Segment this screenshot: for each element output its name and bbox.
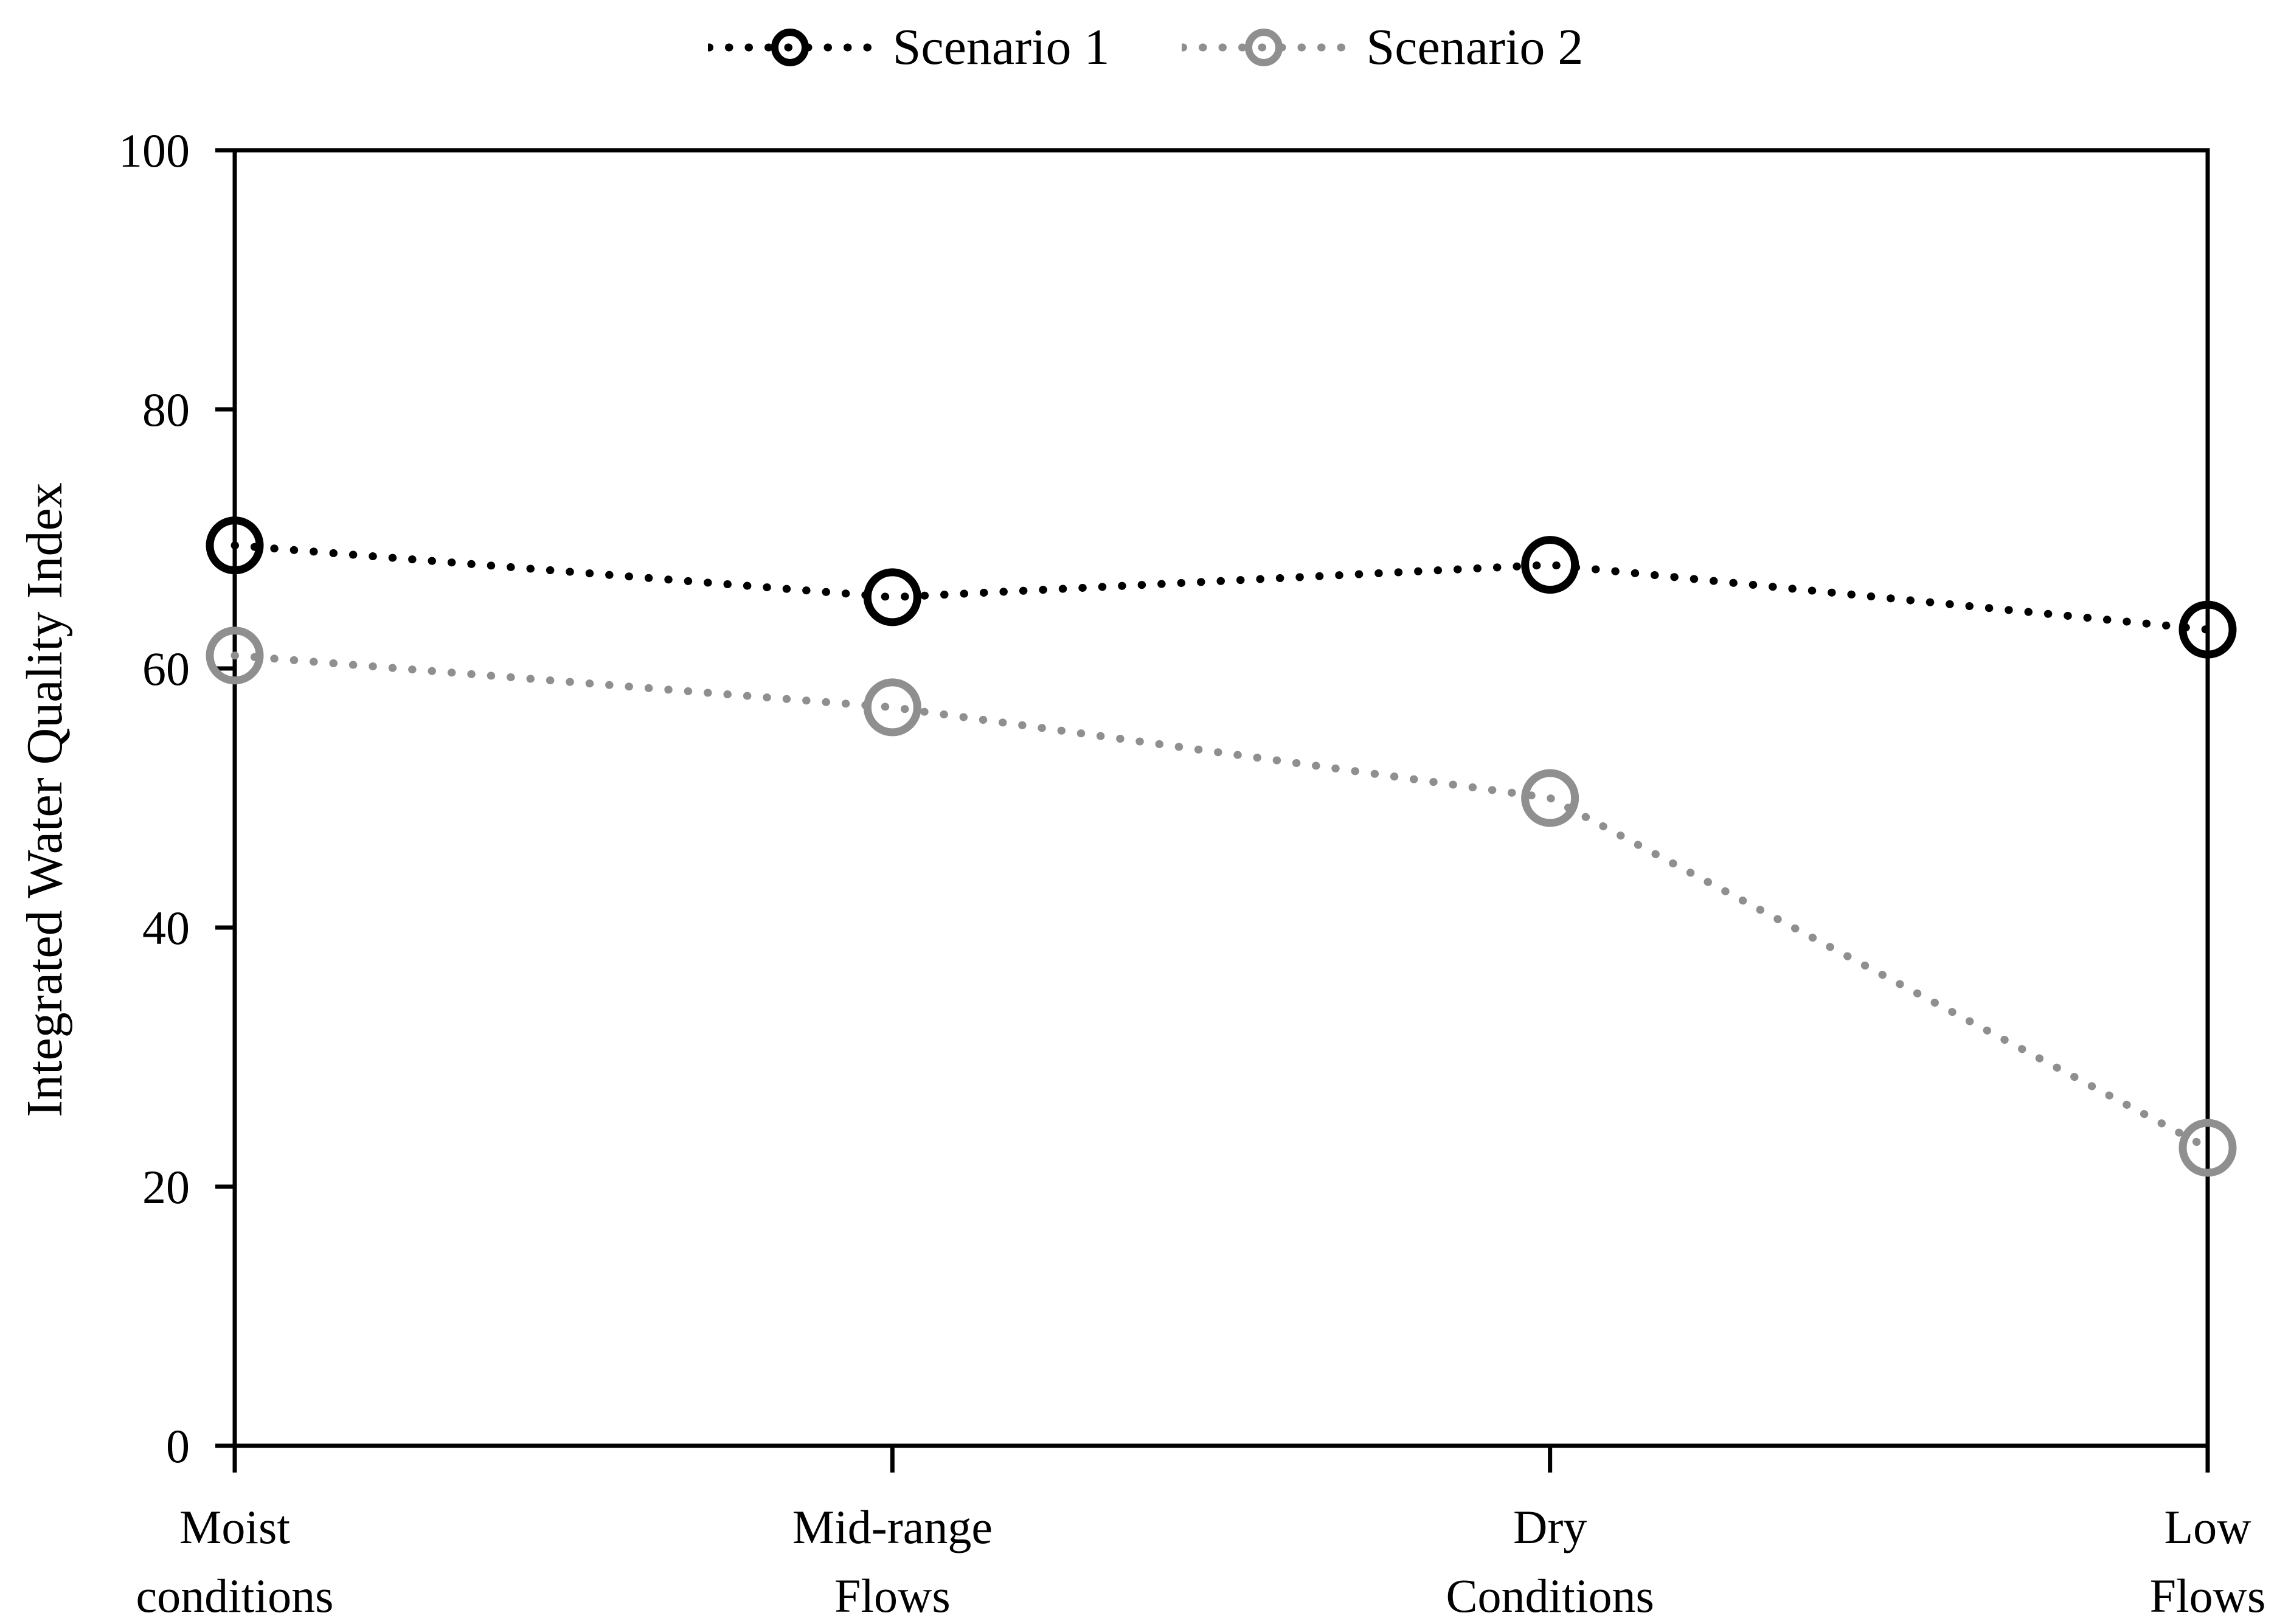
- chart-legend: Scenario 1 Scenario 2: [0, 17, 2291, 78]
- x-tick-label: Low: [2164, 1501, 2251, 1553]
- x-tick-label: Flows: [834, 1569, 951, 1622]
- series-line-2: [230, 651, 2212, 1152]
- x-tick-label: Conditions: [1446, 1569, 1654, 1622]
- y-tick-label: 100: [119, 124, 190, 177]
- x-tick-label: Dry: [1513, 1501, 1587, 1553]
- scenario-1-dotted-line-marker-icon: [707, 29, 872, 66]
- data-point-series-1-0: [206, 516, 264, 575]
- plot-border: [232, 148, 2210, 1448]
- x-tick-label: Mid-range: [792, 1501, 993, 1553]
- data-point-series-2-1: [863, 678, 921, 737]
- data-point-series-2-3: [2178, 1119, 2237, 1177]
- x-tick-label: Flows: [2150, 1569, 2266, 1622]
- y-tick-label: 80: [142, 383, 190, 436]
- data-point-series-1-1: [863, 568, 921, 626]
- y-tick-label: 0: [166, 1420, 190, 1473]
- legend-label-scenario-2: Scenario 2: [1366, 19, 1584, 75]
- legend-label-scenario-1: Scenario 1: [892, 19, 1110, 75]
- scenario-2-dotted-line-marker-icon: [1181, 29, 1346, 66]
- data-point-series-1-3: [2178, 600, 2237, 659]
- legend-item-scenario-2: Scenario 2: [1181, 17, 1584, 78]
- series-line-1: [230, 541, 2212, 634]
- legend-item-scenario-1: Scenario 1: [707, 17, 1110, 78]
- data-point-series-2-2: [1521, 769, 1579, 827]
- y-tick-label: 60: [142, 642, 190, 695]
- y-tick-label: 20: [142, 1161, 190, 1213]
- data-point-series-1-2: [1521, 536, 1579, 594]
- data-point-series-2-0: [206, 626, 264, 685]
- x-tick-label: conditions: [136, 1569, 334, 1622]
- y-tick-label: 40: [142, 901, 190, 954]
- x-tick-label: Moist: [179, 1501, 290, 1553]
